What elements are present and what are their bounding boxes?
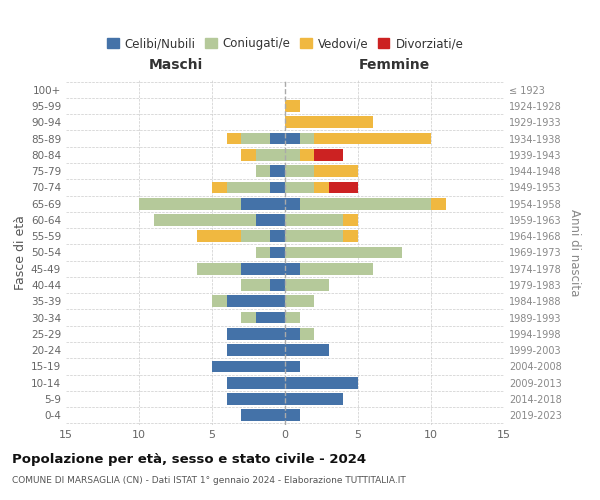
Bar xyxy=(241,263,285,274)
Text: Maschi: Maschi xyxy=(148,58,203,72)
Bar xyxy=(285,246,402,258)
Bar xyxy=(256,312,285,324)
Bar xyxy=(285,182,314,194)
Bar xyxy=(212,360,285,372)
Bar xyxy=(285,279,329,291)
Bar xyxy=(227,393,285,405)
Bar xyxy=(271,182,285,194)
Bar xyxy=(314,132,431,144)
Bar xyxy=(314,166,358,177)
Bar xyxy=(285,230,343,242)
Bar xyxy=(285,393,343,405)
Text: Popolazione per età, sesso e stato civile - 2024: Popolazione per età, sesso e stato civil… xyxy=(12,452,366,466)
Y-axis label: Anni di nascita: Anni di nascita xyxy=(568,209,581,296)
Text: Femmine: Femmine xyxy=(359,58,430,72)
Bar xyxy=(299,132,314,144)
Bar xyxy=(241,410,285,421)
Bar xyxy=(285,116,373,128)
Bar xyxy=(314,182,329,194)
Bar xyxy=(256,166,271,177)
Text: COMUNE DI MARSAGLIA (CN) - Dati ISTAT 1° gennaio 2024 - Elaborazione TUTTITALIA.: COMUNE DI MARSAGLIA (CN) - Dati ISTAT 1°… xyxy=(12,476,406,485)
Bar xyxy=(154,214,256,226)
Bar xyxy=(271,246,285,258)
Bar xyxy=(227,132,241,144)
Bar xyxy=(285,149,299,160)
Bar xyxy=(241,230,271,242)
Bar xyxy=(314,149,343,160)
Bar xyxy=(256,246,271,258)
Bar xyxy=(343,214,358,226)
Bar xyxy=(285,410,299,421)
Bar xyxy=(271,230,285,242)
Bar xyxy=(241,149,256,160)
Bar xyxy=(299,149,314,160)
Bar xyxy=(271,132,285,144)
Bar xyxy=(285,132,299,144)
Bar xyxy=(285,344,329,356)
Bar xyxy=(197,230,241,242)
Bar xyxy=(212,182,227,194)
Bar xyxy=(431,198,446,209)
Y-axis label: Fasce di età: Fasce di età xyxy=(14,215,27,290)
Bar xyxy=(285,198,299,209)
Bar xyxy=(241,312,256,324)
Bar xyxy=(285,166,314,177)
Bar xyxy=(241,279,271,291)
Bar xyxy=(139,198,241,209)
Bar xyxy=(271,166,285,177)
Bar xyxy=(271,279,285,291)
Bar xyxy=(343,230,358,242)
Bar xyxy=(212,296,227,307)
Bar xyxy=(299,328,314,340)
Bar xyxy=(285,328,299,340)
Bar xyxy=(227,182,271,194)
Bar xyxy=(227,328,285,340)
Bar xyxy=(227,344,285,356)
Bar xyxy=(227,377,285,388)
Bar xyxy=(299,198,431,209)
Bar xyxy=(256,214,285,226)
Legend: Celibi/Nubili, Coniugati/e, Vedovi/e, Divorziati/e: Celibi/Nubili, Coniugati/e, Vedovi/e, Di… xyxy=(102,32,468,55)
Bar xyxy=(285,312,299,324)
Bar xyxy=(197,263,241,274)
Bar xyxy=(285,377,358,388)
Bar xyxy=(285,100,299,112)
Bar xyxy=(285,214,343,226)
Bar xyxy=(241,132,271,144)
Bar xyxy=(285,296,314,307)
Bar xyxy=(227,296,285,307)
Bar xyxy=(329,182,358,194)
Bar xyxy=(256,149,285,160)
Bar xyxy=(241,198,285,209)
Bar xyxy=(299,263,373,274)
Bar xyxy=(285,360,299,372)
Bar xyxy=(285,263,299,274)
